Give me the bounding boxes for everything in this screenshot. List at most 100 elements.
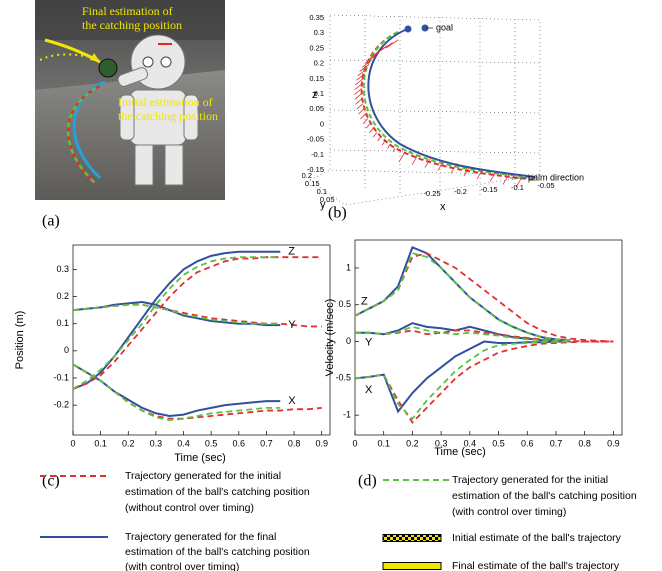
x-tick-label: -0.25: [423, 189, 440, 198]
palm-direction-tick: [387, 144, 391, 149]
x-tick-label: 0.7: [260, 438, 273, 448]
scene-annotation: the catching position: [82, 18, 182, 32]
palm-direction-tick: [361, 59, 372, 68]
y-tick-label: -1: [343, 410, 351, 420]
palm-direction-tick: [371, 48, 384, 57]
y-tick-label: -0.1: [53, 372, 69, 382]
scene-image: [35, 0, 225, 200]
x-tick-label: 0.1: [94, 438, 107, 448]
legend-text: (without control over timing): [125, 502, 254, 514]
x-tick-label: 0.5: [205, 438, 218, 448]
y-tick-label: -0.2: [53, 400, 69, 410]
panel-label: (a): [42, 213, 60, 230]
legend-text: Trajectory generated for the initial: [125, 470, 281, 482]
plot-frame: [354, 239, 623, 436]
palm-direction-tick: [476, 168, 484, 180]
x-tick-label: 0.9: [607, 438, 620, 448]
legend-text: Final estimate of the ball's trajectory: [452, 560, 620, 571]
curve-label: Z: [288, 246, 295, 258]
palm-direction-tick: [411, 154, 419, 166]
trajectory-3d: [360, 24, 536, 181]
data-line: [72, 256, 322, 390]
legend-text: Trajectory generated for the final: [125, 531, 276, 543]
legend-text: Trajectory generated for the initial: [452, 474, 608, 486]
palm-direction-tick: [354, 93, 362, 100]
z-tick-label: 0: [320, 119, 324, 128]
y-axis-label: y: [320, 199, 326, 211]
palm-direction-annotation: palm direction: [528, 172, 584, 182]
x-tick-label: -0.1: [511, 183, 524, 192]
data-line: [354, 340, 614, 424]
palm-direction-tick: [502, 174, 510, 185]
x-axis-label: Time (sec): [174, 452, 226, 464]
y-axis-label: Velocity (m/sec): [324, 299, 336, 377]
y-tick-label: 0.2: [302, 171, 312, 180]
palm-direction-tick: [515, 176, 523, 188]
palm-direction-tick: [360, 113, 367, 120]
z-tick-label: 0.15: [309, 74, 324, 83]
y-axis-label: Position (m): [14, 311, 26, 370]
palm-direction-tick: [398, 151, 406, 163]
y-tick-label: 0.5: [338, 299, 351, 309]
palm-direction-tick: [365, 123, 371, 129]
data-line: [72, 303, 281, 325]
legend-swatch: [382, 562, 442, 570]
curve-label: Y: [365, 337, 373, 349]
palm-direction-tick: [356, 103, 364, 110]
legend-swatch: [382, 534, 442, 542]
data-line: [72, 256, 281, 390]
y-tick-label: 0.1: [56, 318, 69, 328]
palm-direction-tick: [358, 108, 365, 115]
data-line: [72, 303, 322, 328]
y-tick-label: 0.3: [56, 264, 69, 274]
z-tick-label: -0.15: [307, 165, 324, 174]
palm-direction-tick: [357, 68, 367, 77]
x-tick-label: 0.6: [521, 438, 534, 448]
plot-3d-frame: [309, 14, 541, 206]
data-line: [354, 340, 571, 421]
y-tick-label: -0.5: [335, 373, 351, 383]
x-tick-label: 0.8: [578, 438, 591, 448]
data-line: [72, 363, 281, 421]
palm-direction-tick: [450, 162, 458, 174]
palm-direction-tick: [372, 132, 378, 138]
y-tick-label: 0.1: [317, 187, 327, 196]
palm-direction-tick: [368, 52, 379, 61]
data-line: [355, 325, 571, 343]
data-line: [354, 340, 571, 414]
data-line: [72, 363, 322, 420]
x-tick-label: 0.4: [464, 438, 477, 448]
z-tick-label: -0.05: [307, 135, 324, 144]
x-tick-label: 0.1: [377, 438, 390, 448]
z-tick-label: 0.2: [314, 59, 324, 68]
x-tick-label: 0.2: [406, 438, 419, 448]
x-tick-label: -0.2: [454, 187, 467, 196]
x-tick-label: 0.6: [233, 438, 246, 448]
palm-direction-tick: [489, 171, 497, 182]
x-tick-label: 0: [352, 438, 357, 448]
panel-label: (d): [358, 473, 377, 490]
z-tick-label: 0.25: [309, 43, 324, 52]
y-tick-label: 0.2: [56, 291, 69, 301]
legend-text: (with control over timing): [125, 561, 239, 571]
plot-frame: [72, 244, 331, 436]
curve-label: X: [288, 395, 296, 407]
palm-direction-tick: [437, 160, 445, 171]
scene-annotation: Initial estimation of: [118, 95, 213, 109]
x-tick-label: 0.9: [315, 438, 328, 448]
z-tick-label: 0.3: [314, 28, 324, 37]
x-tick-label: 0.2: [122, 438, 135, 448]
y-tick-label: 0: [64, 345, 69, 355]
palm-direction-tick: [359, 64, 370, 72]
x-tick-label: 0.7: [550, 438, 563, 448]
palm-direction-tick: [424, 157, 432, 168]
scene-annotation: Final estimation of: [82, 4, 173, 18]
z-tick-label: 0.35: [309, 13, 324, 22]
palm-direction-tick: [463, 165, 471, 177]
x-tick-label: 0.3: [150, 438, 163, 448]
z-tick-label: 0.1: [314, 89, 324, 98]
data-line: [354, 252, 614, 343]
legend-text: estimation of the ball's catching positi…: [125, 546, 310, 558]
curve-label: Y: [288, 319, 296, 331]
legend-text: (with control over timing): [452, 506, 566, 518]
